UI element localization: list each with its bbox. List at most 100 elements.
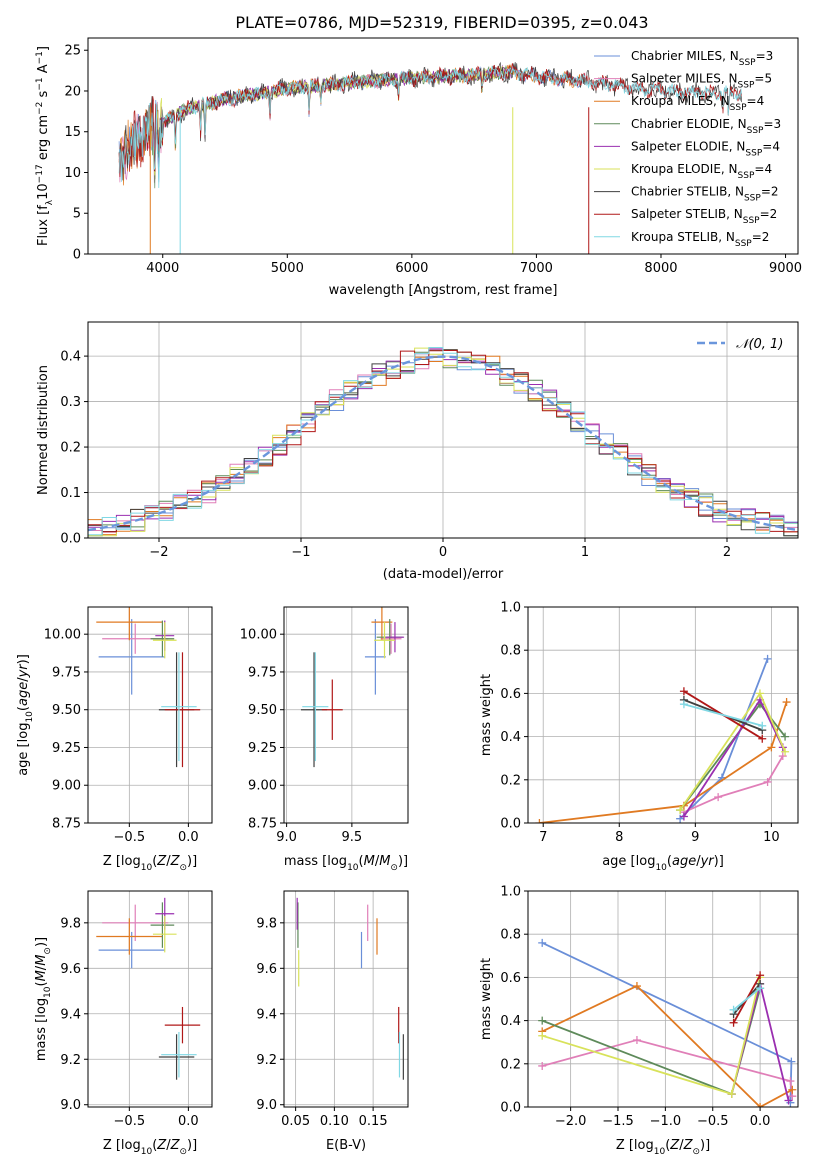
label-fragment: ( [16, 706, 31, 711]
label-fragment: / [679, 1138, 684, 1153]
label-fragment: =5 [754, 72, 772, 86]
label-fragment: ( [34, 981, 49, 986]
label-fragment: Z [log [103, 1138, 141, 1153]
x-axis-label: mass [log10(M/M⊙)] [284, 854, 408, 873]
x-tick-label: 0.0 [750, 1114, 771, 1129]
series-kroupa_miles [539, 701, 788, 823]
x-tick-label: 8 [615, 830, 623, 845]
label-fragment: ( [667, 854, 672, 869]
x-tick-label: 0 [439, 545, 447, 560]
plot-area [118, 61, 743, 254]
label-fragment: SSP [739, 58, 756, 68]
series-chabrier_elodie [541, 987, 761, 1096]
y-tick-label: 9.25 [52, 741, 81, 756]
label-fragment: / [166, 1138, 171, 1153]
y-axis-label: mass weight [479, 958, 494, 1040]
label-fragment: Z [170, 1138, 181, 1153]
legend-entry-chabrier_miles: Chabrier MILES, NSSP=3 [631, 49, 773, 68]
label-fragment: ⊙ [179, 863, 187, 873]
label-fragment: Chabrier STELIB, N [631, 185, 744, 199]
label-fragment: Z [669, 1138, 680, 1153]
label-fragment: Z [170, 854, 181, 869]
y-tick-label: 9.6 [256, 962, 277, 977]
x-tick-label: 9 [691, 830, 699, 845]
marker-kroupa_miles [788, 1085, 797, 1094]
label-fragment: Chabrier ELODIE, N [631, 117, 747, 131]
label-fragment: =2 [761, 185, 779, 199]
marker-kroupa_miles [782, 698, 791, 707]
label-fragment: )] [714, 854, 724, 869]
legend-entry-kroupa_miles: Kroupa MILES, NSSP=4 [631, 94, 764, 113]
axes-frame [87, 606, 213, 824]
y-tick-label: 9.25 [248, 741, 277, 756]
x-tick-label: −1.0 [650, 1114, 682, 1129]
x-tick-label: −0.5 [114, 830, 146, 845]
marker-salpeter_stelib [756, 971, 765, 980]
x-tick-label: −1.5 [602, 1114, 634, 1129]
panel-age_vs_mass: 9.0 9.5 8.75 9.00 9.25 9.50 9.75 10.00 mass [log… [240, 606, 409, 873]
label-fragment: ⊙ [692, 1147, 700, 1157]
y-tick-label: 0.8 [500, 928, 521, 943]
y-tick-label: 10 [64, 166, 81, 181]
marker-kroupa_miles [632, 982, 641, 991]
label-fragment: s [36, 90, 51, 101]
y-tick-label: 9.6 [60, 962, 81, 977]
marker-salpeter_stelib [679, 687, 688, 696]
panel-residual_histogram: −2 −1 0 1 2 0.0 0.1 0.2 0.3 0.4 (data-model)/error… [36, 321, 799, 582]
legend-entry-kroupa_elodie: Kroupa ELODIE, NSSP=4 [631, 162, 772, 181]
marker-chabrier_miles [538, 938, 547, 947]
marker-salpeter_miles [714, 793, 723, 802]
label-fragment: =4 [762, 139, 780, 153]
label-fragment: −1 [35, 77, 45, 90]
label-fragment: −17 [35, 164, 45, 183]
label-fragment: SSP [747, 126, 764, 136]
panel-spectrum: 4000 5000 6000 7000 8000 9000 0 5 10 15 20 25 wavele… [35, 37, 802, 298]
label-fragment: =2 [752, 230, 770, 244]
y-axis-label: mass [log10(M/M⊙)] [34, 937, 53, 1061]
label-fragment: M [364, 854, 375, 869]
label-fragment: =2 [760, 207, 778, 221]
label-fragment: SSP [743, 216, 760, 226]
x-axis-label: Z [log10(Z/Z⊙)] [103, 1138, 197, 1157]
marker-chabrier_elodie [538, 1016, 547, 1025]
label-fragment: / [166, 854, 171, 869]
x-tick-label: 0.0 [178, 1114, 199, 1129]
marker-kroupa_miles [535, 819, 544, 823]
label-fragment: )] [700, 1138, 710, 1153]
label-fragment: age [log [602, 854, 655, 869]
x-axis-label: (data-model)/error [383, 567, 504, 582]
marker-kroupa_elodie [676, 806, 685, 815]
label-fragment: 10 [25, 711, 35, 723]
x-tick-label: 9.0 [276, 830, 297, 845]
label-fragment: 10 [655, 863, 667, 873]
label-fragment: )] [34, 937, 49, 947]
y-tick-label: 0.6 [500, 971, 521, 986]
y-tick-label: 9.00 [248, 779, 277, 794]
label-fragment: Salpeter ELODIE, N [631, 139, 745, 153]
y-tick-label: 0.4 [500, 730, 521, 745]
y-tick-label: 0.6 [500, 687, 521, 702]
marker-salpeter_stelib [729, 1018, 738, 1027]
marker-salpeter_stelib [758, 734, 767, 743]
x-axis-label: age [log10(age/yr)] [602, 854, 724, 873]
y-tick-label: 9.00 [52, 779, 81, 794]
marker-kroupa_elodie [781, 747, 790, 756]
y-tick-label: 10.00 [240, 628, 277, 643]
label-fragment: Z [156, 1138, 167, 1153]
label-fragment: Chabrier MILES, N [631, 49, 739, 63]
marker-chabrier_miles [787, 1057, 796, 1066]
label-fragment: SSP [745, 148, 762, 158]
plot-area [296, 897, 404, 1080]
label-fragment: / [34, 965, 49, 970]
marker-kroupa_stelib [758, 721, 767, 730]
label-fragment: age [log [16, 723, 31, 776]
label-fragment: 10 [654, 1147, 666, 1157]
label-fragment: Z [log [103, 854, 141, 869]
y-tick-label: 9.75 [248, 665, 277, 680]
label-fragment: SSP [738, 171, 755, 181]
y-tick-label: 0.4 [500, 1014, 521, 1029]
y-tick-label: 20 [64, 84, 81, 99]
legend-entry-chabrier_stelib: Chabrier STELIB, NSSP=2 [631, 185, 779, 204]
label-fragment: 10 [36, 183, 51, 200]
